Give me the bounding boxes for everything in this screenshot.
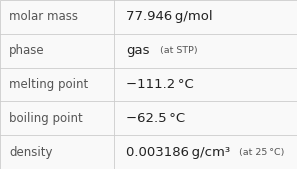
Text: gas: gas — [126, 44, 150, 57]
Text: 0.003186 g/cm³: 0.003186 g/cm³ — [126, 146, 230, 159]
Text: (at STP): (at STP) — [160, 46, 198, 55]
Text: −62.5 °C: −62.5 °C — [126, 112, 185, 125]
Text: 77.946 g/mol: 77.946 g/mol — [126, 10, 213, 23]
Text: melting point: melting point — [9, 78, 88, 91]
Text: density: density — [9, 146, 52, 159]
Text: phase: phase — [9, 44, 45, 57]
Text: boiling point: boiling point — [9, 112, 83, 125]
Text: molar mass: molar mass — [9, 10, 78, 23]
Text: (at 25 °C): (at 25 °C) — [239, 148, 285, 157]
Text: −111.2 °C: −111.2 °C — [126, 78, 194, 91]
